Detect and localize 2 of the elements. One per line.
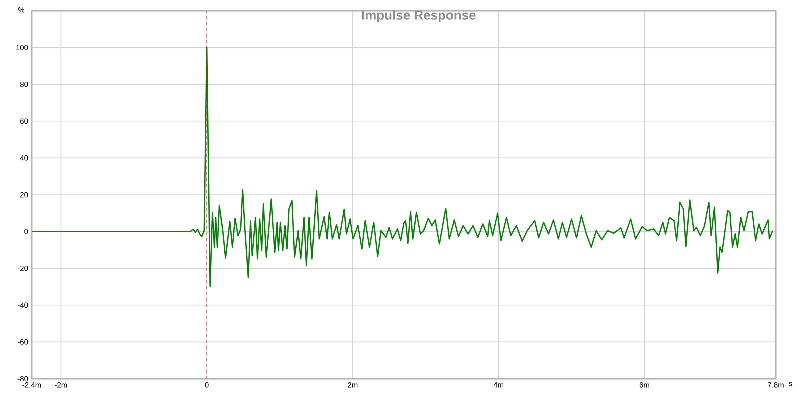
line-series — [32, 47, 774, 288]
chart-title: Impulse Response — [362, 10, 476, 22]
